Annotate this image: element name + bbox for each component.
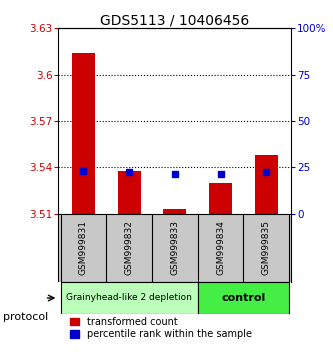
Text: GSM999832: GSM999832 bbox=[125, 221, 134, 275]
Bar bbox=[198, 282, 289, 314]
Bar bbox=[164, 209, 186, 214]
Title: GDS5113 / 10406456: GDS5113 / 10406456 bbox=[100, 13, 249, 27]
Bar bbox=[72, 53, 95, 214]
Text: GSM999835: GSM999835 bbox=[262, 221, 271, 275]
Text: GSM999833: GSM999833 bbox=[170, 221, 179, 275]
Text: control: control bbox=[221, 293, 265, 303]
Text: GSM999831: GSM999831 bbox=[79, 221, 88, 275]
Text: Grainyhead-like 2 depletion: Grainyhead-like 2 depletion bbox=[66, 293, 192, 302]
Bar bbox=[255, 155, 278, 214]
Text: GSM999834: GSM999834 bbox=[216, 221, 225, 275]
Text: protocol: protocol bbox=[3, 312, 49, 322]
Bar bbox=[61, 282, 198, 314]
Bar bbox=[118, 171, 141, 214]
Legend: transformed count, percentile rank within the sample: transformed count, percentile rank withi… bbox=[70, 317, 252, 339]
Bar bbox=[209, 183, 232, 214]
